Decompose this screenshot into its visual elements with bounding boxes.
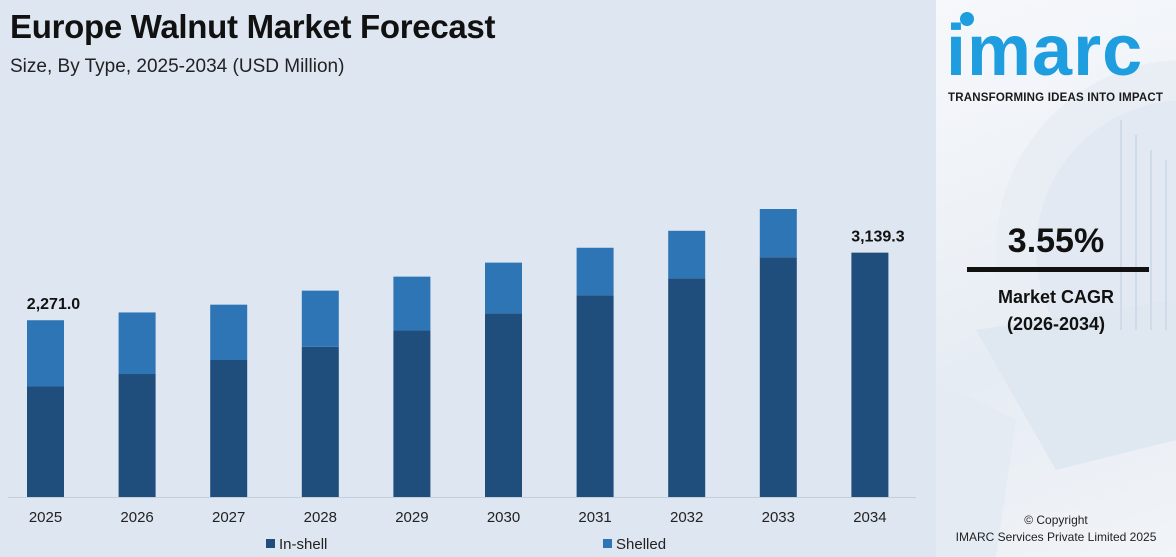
bar-shelled-2026 xyxy=(118,312,156,375)
chart-panel: Europe Walnut Market Forecast Size, By T… xyxy=(0,0,936,557)
cagr-value: 3.55% xyxy=(1007,222,1105,260)
bar-shelled-2028 xyxy=(301,290,339,347)
x-tick-label: 2032 xyxy=(670,509,703,526)
bar-in-shell-2030 xyxy=(485,313,522,497)
legend-label-shelled: Shelled xyxy=(616,536,666,553)
bar-in-shell-2033 xyxy=(759,257,797,497)
bar-shelled-2029 xyxy=(393,276,431,331)
cagr-label-line1: Market CAGR xyxy=(997,287,1115,307)
x-tick-label: 2028 xyxy=(304,509,337,526)
x-tick-label: 2030 xyxy=(487,509,520,526)
bar-shelled-2027 xyxy=(210,304,248,361)
x-tick-label: 2033 xyxy=(762,509,795,526)
bar-in-shell-2026 xyxy=(118,374,156,497)
side-panel: imarc TRANSFORMING IDEAS INTO IMPACT 3.5… xyxy=(936,0,1176,557)
bar-shelled-2025 xyxy=(27,320,64,387)
x-tick-label: 2029 xyxy=(395,509,428,526)
chart-title: Europe Walnut Market Forecast xyxy=(10,8,496,45)
data-label-2025: 2,271.0 xyxy=(27,296,80,313)
bar-in-shell-2027 xyxy=(210,360,248,497)
background-decoration xyxy=(936,60,1176,557)
copyright: © Copyright IMARC Services Private Limit… xyxy=(936,512,1176,546)
x-tick-label: 2027 xyxy=(212,509,245,526)
bar-shelled-2032 xyxy=(668,230,706,279)
cagr-divider xyxy=(967,267,1149,272)
bar-shelled-2033 xyxy=(759,209,797,258)
legend-label-in-shell: In-shell xyxy=(279,536,327,553)
bar-in-shell-2029 xyxy=(393,330,431,497)
legend-swatch-in-shell xyxy=(266,539,275,548)
data-label-2034: 3,139.3 xyxy=(851,229,904,246)
imarc-logo: imarc TRANSFORMING IDEAS INTO IMPACT xyxy=(946,11,1174,104)
bar-shelled-2031 xyxy=(576,247,614,296)
logo-dot xyxy=(960,12,974,26)
tagline: TRANSFORMING IDEAS INTO IMPACT xyxy=(948,92,1164,104)
bar-in-shell-2025 xyxy=(27,386,64,497)
x-tick-label: 2031 xyxy=(578,509,611,526)
bar-shelled-2030 xyxy=(485,262,522,314)
cagr-label: Market CAGR (2026-2034) xyxy=(936,284,1176,338)
chart-subtitle: Size, By Type, 2025-2034 (USD Million) xyxy=(10,56,345,77)
x-tick-label: 2026 xyxy=(120,509,153,526)
bar-in-shell-2034 xyxy=(851,252,889,497)
cagr-label-line2: (2026-2034) xyxy=(1006,314,1106,334)
bar-chart: 2025 2026 2027 2028 2029 2030 2031 2032 2033 2034… xyxy=(8,209,916,553)
bar-in-shell-2028 xyxy=(301,346,339,497)
copyright-line2: IMARC Services Private Limited 2025 xyxy=(955,530,1157,544)
legend-swatch-shelled xyxy=(603,539,612,548)
logo-text: imarc xyxy=(946,11,1144,91)
copyright-line1: © Copyright xyxy=(1024,513,1088,527)
x-tick-label: 2034 xyxy=(853,509,886,526)
bar-in-shell-2031 xyxy=(576,295,614,497)
x-tick-label: 2025 xyxy=(29,509,62,526)
bar-in-shell-2032 xyxy=(668,278,706,497)
